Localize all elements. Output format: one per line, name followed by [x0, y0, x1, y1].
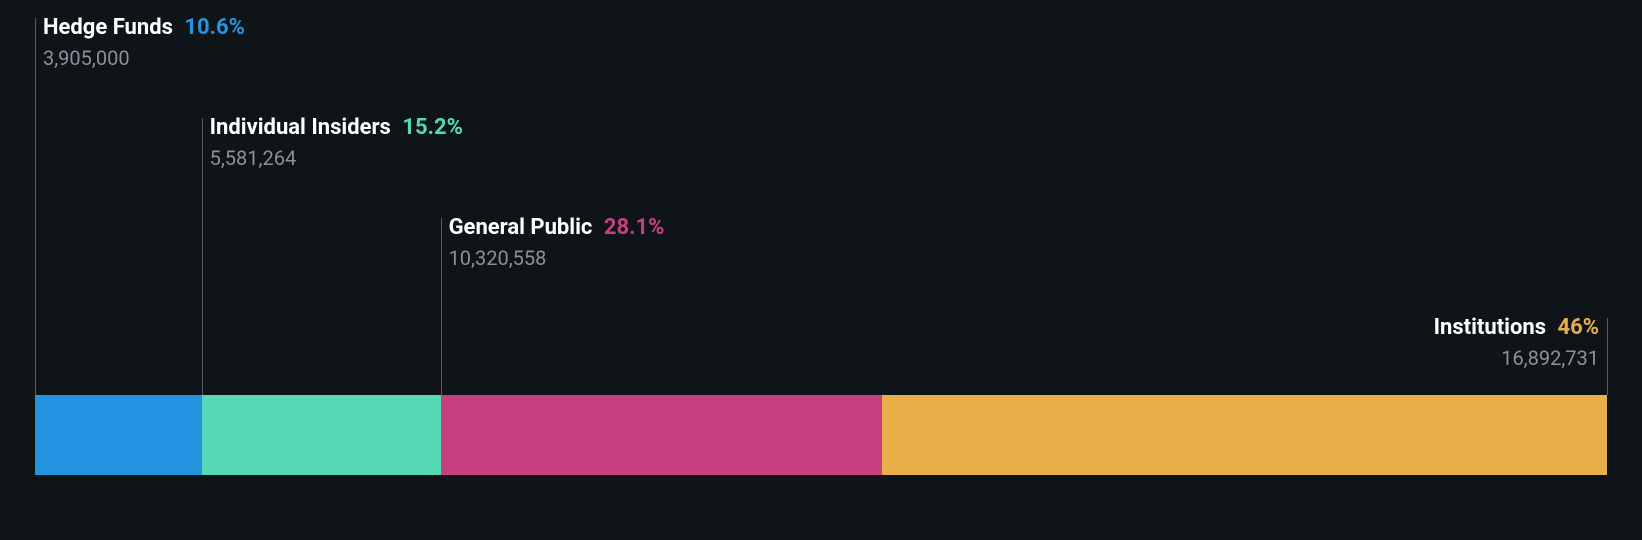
label-percent: 15.2% [397, 115, 463, 140]
label-value: 16,892,731 [1434, 346, 1599, 370]
bar-segment-general-public [441, 395, 883, 475]
label-value: 5,581,264 [210, 146, 463, 170]
label-name: Hedge Funds [43, 15, 173, 40]
label-general-public: General Public 28.1% 10,320,558 [449, 215, 665, 270]
leader-line-hedge-funds [35, 18, 36, 395]
leader-line-individual-insiders [202, 118, 203, 395]
label-hedge-funds: Hedge Funds 10.6% 3,905,000 [43, 15, 245, 70]
label-institutions: Institutions 46% 16,892,731 [1434, 315, 1599, 370]
stacked-bar-track [35, 395, 1607, 475]
label-name: Individual Insiders [210, 115, 391, 140]
label-percent: 28.1% [598, 215, 664, 240]
ownership-breakdown-chart: Hedge Funds 10.6% 3,905,000 Individual Ins… [0, 0, 1642, 540]
leader-line-general-public [441, 218, 442, 395]
leader-line-institutions [1607, 318, 1608, 395]
label-individual-insiders: Individual Insiders 15.2% 5,581,264 [210, 115, 463, 170]
bar-segment-hedge-funds [35, 395, 202, 475]
bar-segment-individual-insiders [202, 395, 441, 475]
label-name: General Public [449, 215, 593, 240]
label-value: 10,320,558 [449, 246, 665, 270]
label-percent: 46% [1552, 315, 1599, 340]
bar-segment-institutions [882, 395, 1607, 475]
label-value: 3,905,000 [43, 46, 245, 70]
label-name: Institutions [1434, 315, 1546, 340]
label-percent: 10.6% [179, 15, 245, 40]
